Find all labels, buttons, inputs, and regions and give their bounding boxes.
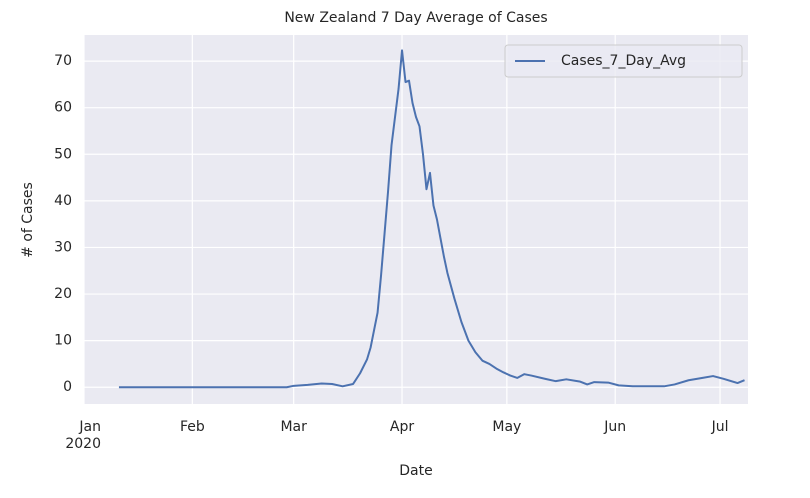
y-tick-label: 60 — [54, 100, 72, 116]
x-tick-label: Feb — [180, 419, 205, 435]
x-tick-label: May — [492, 419, 521, 435]
y-tick-label: 30 — [54, 239, 72, 255]
y-tick-label: 70 — [54, 53, 72, 69]
x-axis-label: Date — [399, 463, 432, 479]
x-tick-label: Mar — [280, 419, 307, 435]
x-tick-label: Apr — [390, 419, 414, 435]
y-tick-label: 10 — [54, 333, 72, 349]
chart-title: New Zealand 7 Day Average of Cases — [284, 10, 547, 26]
y-tick-label: 50 — [54, 146, 72, 162]
y-axis-label: # of Cases — [20, 182, 36, 258]
plot-area — [84, 35, 748, 404]
x-tick-label: Jul — [711, 419, 729, 435]
legend-box — [504, 44, 743, 78]
legend-label: Cases_7_Day_Avg — [561, 53, 686, 69]
y-tick-label: 40 — [54, 193, 72, 209]
y-tick-label: 0 — [63, 379, 72, 395]
y-tick-label: 20 — [54, 286, 72, 302]
x-tick-label: Jun — [603, 419, 626, 435]
legend: Cases_7_Day_Avg — [504, 44, 743, 78]
grid — [83, 35, 748, 404]
x-tick-label: Jan 2020 — [65, 419, 101, 452]
data-line — [118, 49, 745, 389]
